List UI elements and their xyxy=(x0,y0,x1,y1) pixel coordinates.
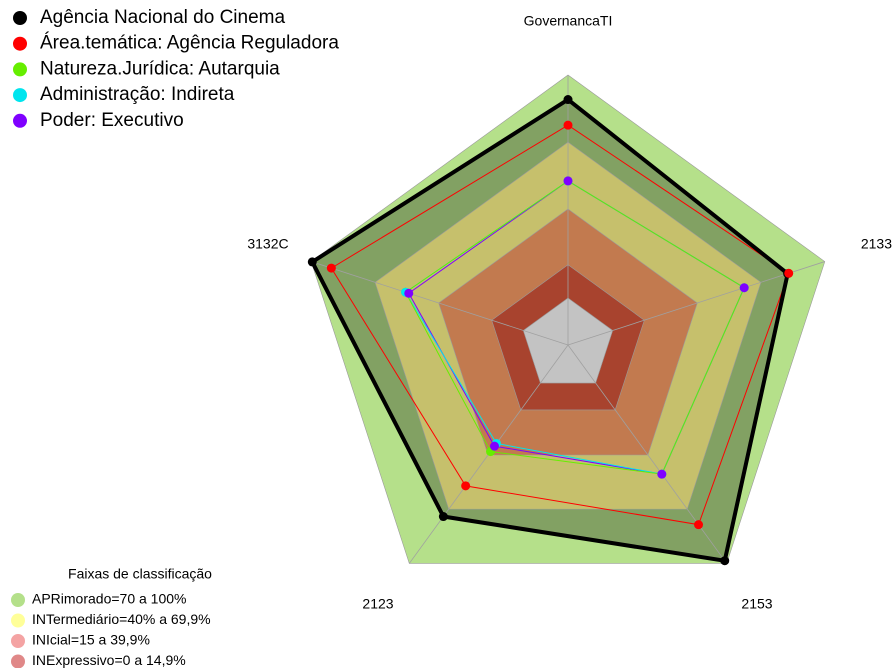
legend-marker xyxy=(13,88,27,103)
point xyxy=(720,556,730,566)
point xyxy=(563,176,573,186)
series-line xyxy=(404,180,745,475)
axis-label: 2123 xyxy=(362,596,393,612)
point xyxy=(563,120,573,130)
series-line xyxy=(309,97,790,563)
point xyxy=(489,441,499,451)
series-line xyxy=(330,124,790,526)
legend-label: Natureza.Jurídica: Autarquia xyxy=(40,58,280,79)
legend: Agência Nacional do Cinema Área.temática:… xyxy=(11,7,339,668)
band-legend-title: Faixas de classificação xyxy=(68,566,212,582)
axis-label: 2153 xyxy=(741,596,772,612)
point xyxy=(307,257,317,267)
band-legend-label: INExpressivo=0 a 14,9% xyxy=(32,652,186,668)
point xyxy=(739,283,749,293)
legend-label: Agência Nacional do Cinema xyxy=(40,7,285,28)
axis-label: 3132C xyxy=(247,236,288,252)
band-legend-label: INIcial=15 a 39,9% xyxy=(32,632,150,648)
point xyxy=(404,288,414,298)
legend-marker xyxy=(13,11,27,25)
point xyxy=(657,469,667,479)
legend-marker xyxy=(13,36,27,51)
spoke xyxy=(311,261,569,346)
band-legend-marker xyxy=(11,613,25,628)
point xyxy=(784,268,794,278)
spoke xyxy=(567,261,825,346)
legend-label: Administração: Indireta xyxy=(40,84,235,105)
legend-marker xyxy=(13,113,27,128)
point xyxy=(438,512,448,522)
band-legend-label: INTermediário=40% a 69,9% xyxy=(32,611,211,627)
point xyxy=(461,481,471,491)
band-legend-marker xyxy=(11,634,25,648)
band-legend-marker xyxy=(11,593,25,607)
point xyxy=(563,95,573,105)
bands xyxy=(310,74,826,564)
point xyxy=(694,520,704,530)
plot xyxy=(307,95,794,566)
point xyxy=(326,263,336,273)
band-legend-label: APRimorado=70 a 100% xyxy=(32,591,187,607)
legend-label: Área.temática: Agência Reguladora xyxy=(40,33,339,54)
band-legend-marker xyxy=(11,654,25,668)
axis-label: GovernancaTI xyxy=(524,13,613,29)
axis-label: 2133 xyxy=(861,236,892,252)
legend-label: Poder: Executivo xyxy=(40,110,184,131)
legend-marker xyxy=(13,62,27,77)
